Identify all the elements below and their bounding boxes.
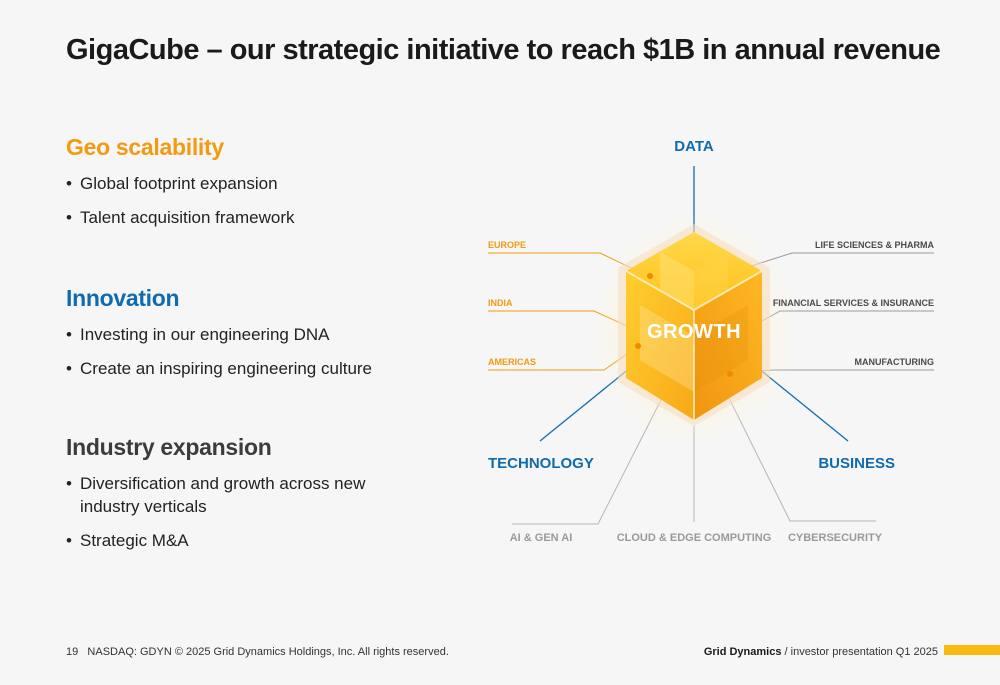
- cube-face-left: [626, 271, 694, 420]
- industry-label: FINANCIAL SERVICES & INSURANCE: [773, 298, 934, 308]
- cube-accent: [640, 305, 694, 392]
- footer-brand: Grid Dynamics / investor presentation Q1…: [704, 646, 938, 658]
- bullet-item: Talent acquisition framework: [66, 206, 294, 229]
- page-title: GigaCube – our strategic initiative to r…: [66, 34, 941, 66]
- bullet-item: Diversification and growth across new in…: [66, 472, 396, 518]
- section-innovation: Innovation Investing in our engineering …: [66, 285, 372, 380]
- legal-text: NASDAQ: GDYN © 2025 Grid Dynamics Holdin…: [87, 646, 449, 658]
- cube-face-right: [694, 271, 762, 420]
- axis-label-data: DATA: [674, 138, 714, 155]
- page-number: 19: [66, 646, 79, 658]
- presentation-subtitle: / investor presentation Q1 2025: [784, 646, 938, 658]
- section-industry-expansion: Industry expansion Diversification and g…: [66, 434, 396, 552]
- cube-accent: [694, 252, 728, 310]
- section-heading: Industry expansion: [66, 434, 272, 460]
- bullet-list: Diversification and growth across new in…: [66, 472, 396, 552]
- bullet-item: Global footprint expansion: [66, 172, 294, 195]
- bullet-list: Global footprint expansion Talent acquis…: [66, 172, 294, 229]
- cube-accent: [694, 305, 748, 392]
- dot-americas: [635, 343, 641, 349]
- geo-label: AMERICAS: [488, 357, 536, 367]
- dot-europe: [647, 273, 653, 279]
- section-heading: Innovation: [66, 285, 180, 311]
- cube-accent: [660, 252, 694, 310]
- geo-label: EUROPE: [488, 240, 526, 250]
- brand-name: Grid Dynamics: [703, 646, 782, 658]
- footer-legal: 19 NASDAQ: GDYN © 2025 Grid Dynamics Hol…: [66, 646, 449, 658]
- section-geo-scalability: Geo scalability Global footprint expansi…: [66, 134, 294, 229]
- tech-label: AI & GEN AI: [510, 532, 573, 544]
- axis-label-business: BUSINESS: [818, 455, 895, 472]
- bullet-list: Investing in our engineering DNA Create …: [66, 323, 372, 380]
- dot-manufacturing: [727, 371, 733, 377]
- geo-label: INDIA: [488, 298, 513, 308]
- leader-ai: [512, 397, 663, 525]
- tech-label: CYBERSECURITY: [788, 532, 883, 544]
- section-heading: Geo scalability: [66, 134, 224, 160]
- cube-center-label: GROWTH: [647, 321, 741, 343]
- leader-cyber: [727, 395, 876, 522]
- industry-label: LIFE SCIENCES & PHARMA: [815, 240, 935, 250]
- axis-label-technology: TECHNOLOGY: [488, 455, 594, 472]
- bullet-item: Strategic M&A: [66, 529, 396, 552]
- bullet-item: Investing in our engineering DNA: [66, 323, 372, 346]
- bullet-item: Create an inspiring engineering culture: [66, 357, 372, 380]
- footer-accent-bar: [944, 645, 1000, 655]
- industry-label: MANUFACTURING: [855, 357, 935, 367]
- tech-label: CLOUD & EDGE COMPUTING: [617, 532, 772, 544]
